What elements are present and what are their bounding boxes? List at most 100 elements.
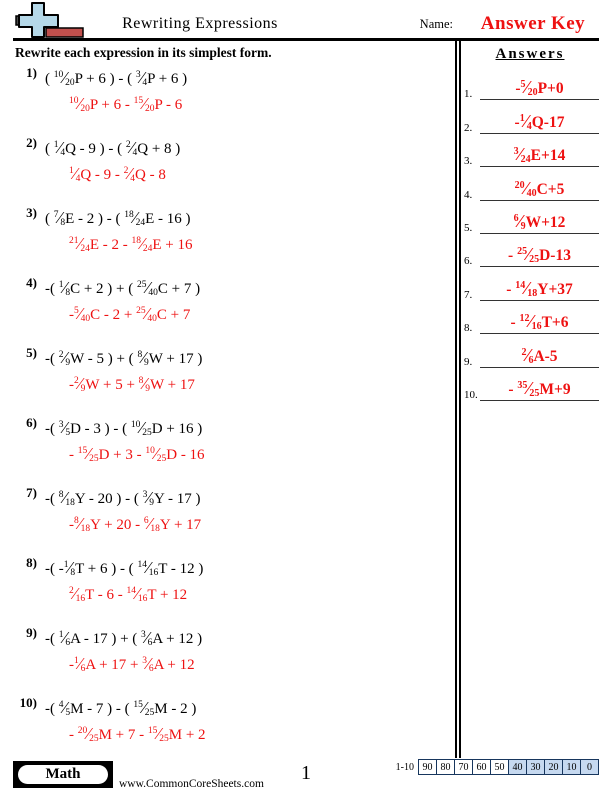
problem-answer-work: -1⁄6A + 17 + 3⁄6A + 12	[69, 654, 195, 674]
problem-number: 8)	[26, 555, 37, 570]
column-divider	[455, 41, 461, 758]
fraction: 8⁄9	[138, 374, 150, 394]
problem: 7) -( 8⁄18Y - 20 ) - ( 3⁄9Y - 17 ) -8⁄18Y…	[13, 485, 449, 555]
fraction: 8⁄9	[137, 348, 149, 368]
problem-answer-work: - 15⁄25D + 3 - 10⁄25D - 16	[69, 444, 205, 464]
name-label: Name:	[419, 17, 453, 31]
score-cell: 60	[472, 759, 491, 775]
problems-column: Rewrite each expression in its simplest …	[13, 41, 449, 758]
fraction: 2⁄4	[125, 138, 138, 158]
fraction: 1⁄8	[63, 558, 76, 578]
fraction: 6⁄9	[513, 210, 526, 232]
fraction: 3⁄6	[142, 654, 154, 674]
problem-answer-work: -2⁄9W + 5 + 8⁄9W + 17	[69, 374, 195, 394]
score-range-label: 1-10	[395, 761, 414, 773]
fraction: 2⁄9	[58, 348, 71, 368]
answer-number: 2.	[464, 121, 473, 134]
score-cell: 40	[508, 759, 527, 775]
answer-number: 4.	[464, 188, 473, 201]
problem-answer-work: 1⁄4Q - 9 - 2⁄4Q - 8	[69, 164, 166, 184]
problem: 5) -( 2⁄9W - 5 ) + ( 8⁄9W + 17 ) -2⁄9W + …	[13, 345, 449, 415]
fraction: 3⁄4	[135, 68, 148, 88]
instructions-text: Rewrite each expression in its simplest …	[15, 45, 272, 60]
problem-answer-work: -8⁄18Y + 20 - 6⁄18Y + 17	[69, 514, 202, 534]
answer-value: 20⁄40C+5	[480, 178, 599, 201]
answer-number: 6.	[464, 255, 473, 268]
answer-row: 5. 6⁄9W+12	[461, 201, 599, 234]
fraction: 8⁄18	[74, 514, 91, 534]
fraction: 25⁄40	[137, 278, 158, 298]
answer-number: 10.	[464, 388, 478, 401]
problem-number: 7)	[26, 485, 37, 500]
header: Rewriting Expressions Name: Answer Key	[13, 0, 599, 41]
fraction: 25⁄25	[517, 244, 540, 266]
score-cell: 10	[562, 759, 581, 775]
problem-number: 3)	[26, 205, 37, 220]
score-cell: 90	[418, 759, 437, 775]
fraction: 14⁄16	[126, 584, 148, 604]
fraction: 25⁄40	[136, 304, 157, 324]
fraction: 6⁄18	[143, 514, 160, 534]
score-cell: 20	[544, 759, 563, 775]
fraction: 1⁄8	[58, 278, 71, 298]
score-table: 1-10 90 80 70 60 50 40 30 20 10 0	[396, 759, 599, 775]
fraction: 15⁄20	[133, 94, 155, 114]
fraction: 18⁄24	[131, 234, 153, 254]
fraction: 7⁄8	[53, 208, 66, 228]
worksheet-title: Rewriting Expressions	[122, 15, 278, 32]
fraction: 20⁄25	[77, 724, 99, 744]
fraction: 1⁄6	[74, 654, 86, 674]
fraction: 8⁄18	[58, 488, 75, 508]
fraction: 5⁄40	[74, 304, 91, 324]
answer-number: 3.	[464, 155, 473, 168]
problem: 2) ( 1⁄4Q - 9 ) - ( 2⁄4Q + 8 ) 1⁄4Q - 9 -…	[13, 135, 449, 205]
answer-value: 2⁄6A-5	[480, 345, 599, 368]
score-cell: 80	[436, 759, 455, 775]
fraction: 35⁄25	[517, 377, 540, 399]
fraction: 2⁄16	[69, 584, 86, 604]
fraction: 14⁄16	[137, 558, 159, 578]
fraction: 10⁄25	[130, 418, 152, 438]
fraction: 5⁄20	[520, 77, 538, 99]
answer-row: 10. - 35⁄25M+9	[461, 368, 599, 401]
subject-badge: Math	[13, 761, 113, 788]
answer-value: - 12⁄16T+6	[480, 311, 599, 335]
fraction: 1⁄4	[519, 110, 532, 132]
score-cell: 70	[454, 759, 473, 775]
website-text: www.CommonCoreSheets.com	[119, 778, 264, 790]
answer-row: 8. - 12⁄16T+6	[461, 301, 599, 335]
page-number: 1	[301, 762, 311, 784]
problem-expression: -( 2⁄9W - 5 ) + ( 8⁄9W + 17 )	[45, 348, 203, 368]
answer-number: 1.	[464, 88, 473, 101]
fraction: 1⁄4	[53, 138, 66, 158]
fraction: 3⁄24	[513, 144, 531, 166]
fraction: 21⁄24	[69, 234, 90, 254]
fraction: 2⁄6	[521, 344, 534, 366]
answer-value: -1⁄4Q-17	[480, 111, 599, 134]
problem: 9) -( 1⁄6A - 17 ) + ( 3⁄6A + 12 ) -1⁄6A +…	[13, 625, 449, 695]
problem-answer-work: 2⁄16T - 6 - 14⁄16T + 12	[69, 584, 188, 604]
problem-expression: -( 8⁄18Y - 20 ) - ( 3⁄9Y - 17 )	[45, 488, 201, 508]
problem: 1) ( 10⁄20P + 6 ) - ( 3⁄4P + 6 ) 10⁄20P +…	[13, 65, 449, 135]
problem-expression: -( 1⁄8C + 2 ) + ( 25⁄40C + 7 )	[45, 278, 201, 298]
problem: 4) -( 1⁄8C + 2 ) + ( 25⁄40C + 7 ) -5⁄40C …	[13, 275, 449, 345]
score-cell: 50	[490, 759, 509, 775]
answer-value: -5⁄20P+0	[480, 77, 599, 101]
problem-expression: ( 7⁄8E - 2 ) - ( 18⁄24E - 16 )	[45, 208, 191, 228]
fraction: 3⁄9	[142, 488, 154, 508]
problem-answer-work: - 20⁄25M + 7 - 15⁄25M + 2	[69, 724, 206, 744]
answer-value: 3⁄24E+14	[480, 144, 599, 168]
problem: 10) -( 4⁄5M - 7 ) - ( 15⁄25M - 2 ) - 20⁄2…	[13, 695, 449, 765]
problem-expression: -( 1⁄6A - 17 ) + ( 3⁄6A + 12 )	[45, 628, 203, 648]
answer-value: 6⁄9W+12	[480, 211, 599, 234]
answer-number: 8.	[464, 322, 473, 335]
problem-number: 6)	[26, 415, 37, 430]
answer-number: 5.	[464, 221, 473, 234]
problem: 8) -( -1⁄8T + 6 ) - ( 14⁄16T - 12 ) 2⁄16T…	[13, 555, 449, 625]
problem-number: 1)	[26, 65, 37, 80]
answer-row: 9. 2⁄6A-5	[461, 334, 599, 368]
answer-row: 3. 3⁄24E+14	[461, 134, 599, 168]
subject-label: Math	[18, 765, 108, 784]
problems-list: 1) ( 10⁄20P + 6 ) - ( 3⁄4P + 6 ) 10⁄20P +…	[13, 63, 449, 765]
